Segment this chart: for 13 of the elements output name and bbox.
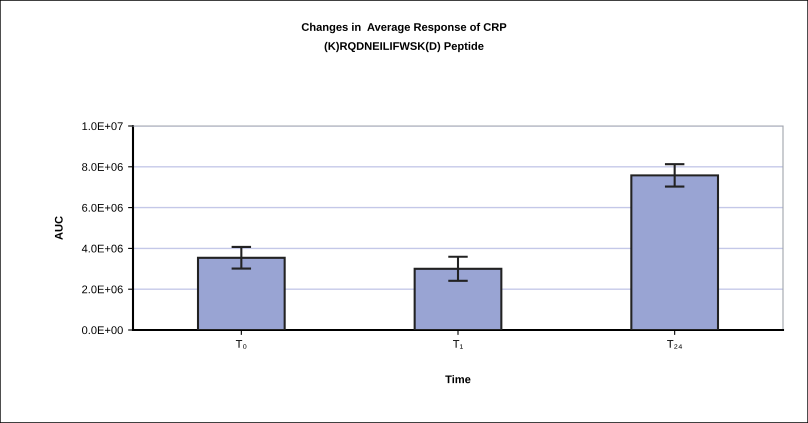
y-tick-label: 8.0E+06 (82, 163, 123, 171)
chart-subtitle: (K)RQDNEILIFWSK(D) Peptide (324, 42, 484, 52)
x-axis-title: Time (445, 375, 470, 384)
y-tick-label: 1.0E+07 (82, 122, 123, 130)
x-tick-label: T₁ (452, 340, 463, 349)
y-tick-label: 6.0E+06 (82, 204, 123, 212)
y-tick-label: 0.0E+00 (82, 326, 123, 334)
y-tick-label: 4.0E+06 (82, 244, 123, 253)
y-tick-label: 2.0E+06 (82, 285, 123, 294)
chart-title: Changes in Average Response of CRP (302, 22, 506, 34)
y-axis-title: AUC (54, 216, 63, 240)
x-tick-label: T₂₄ (667, 340, 682, 349)
x-tick-label: T₀ (236, 340, 246, 349)
